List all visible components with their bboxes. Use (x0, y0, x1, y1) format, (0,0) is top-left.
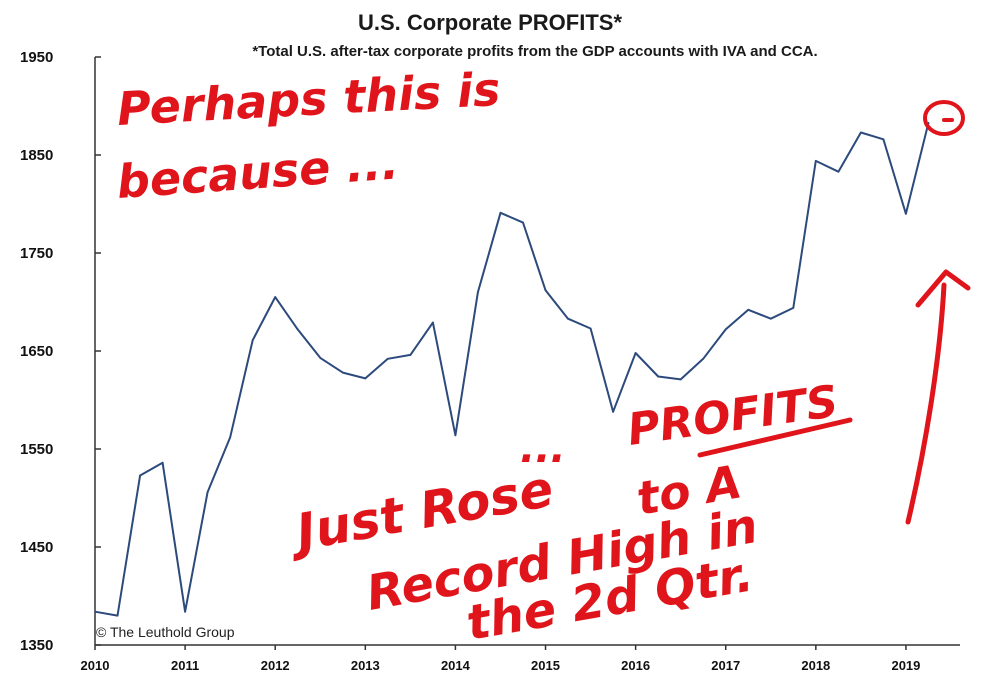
data-point (387, 358, 389, 360)
data-point (589, 327, 592, 330)
data-point (319, 357, 322, 359)
data-point (815, 160, 817, 162)
data-point (161, 461, 164, 464)
x-tick-label: 2017 (711, 658, 740, 673)
y-tick-label: 1750 (20, 245, 53, 262)
y-tick-label: 1850 (20, 147, 53, 164)
data-point (567, 317, 569, 320)
data-point (364, 377, 367, 380)
x-tick-label: 2013 (351, 658, 380, 673)
annotation-profits: PROFITS (624, 376, 841, 456)
data-point (702, 358, 704, 360)
y-tick-label: 1450 (20, 539, 53, 556)
y-tick-label: 1350 (20, 637, 53, 654)
data-point (409, 354, 412, 356)
x-axis-ticks: 2010 2011 2012 2013 2014 2015 2016 2017 2018 2019 (81, 645, 920, 673)
x-tick-label: 2011 (171, 658, 199, 673)
data-point (116, 614, 119, 617)
data-point (432, 321, 434, 324)
data-point (747, 309, 750, 311)
x-tick-label: 2016 (621, 658, 650, 673)
x-tick-label: 2012 (261, 658, 290, 673)
data-point (184, 610, 186, 613)
source-credit: © The Leuthold Group (96, 624, 235, 640)
annotation-dots: ... (520, 426, 566, 472)
data-point (679, 378, 682, 381)
data-point (274, 296, 277, 298)
data-point (724, 328, 727, 331)
x-tick-label: 2019 (891, 658, 920, 673)
data-point (454, 434, 457, 437)
x-tick-label: 2014 (441, 658, 471, 673)
series-group (94, 121, 930, 617)
data-point (477, 291, 479, 294)
data-point (905, 213, 907, 215)
handwritten-annotation: Perhaps this is because ... ... PROFITS … (115, 62, 971, 652)
data-point (770, 317, 772, 320)
annotation-arrow-head (915, 269, 971, 308)
x-tick-label: 2015 (531, 658, 560, 673)
x-tick-label: 2018 (801, 658, 830, 673)
data-point (499, 212, 502, 214)
data-point (634, 352, 637, 354)
annotation-circle (923, 100, 965, 136)
data-point (544, 289, 547, 292)
chart-subtitle: *Total U.S. after-tax corporate profits … (252, 43, 817, 60)
chart-title: U.S. Corporate PROFITS* (358, 10, 622, 35)
data-point (882, 138, 885, 141)
data-point (296, 328, 299, 331)
y-axis-ticks: 1350 1450 1550 1650 1750 1850 1950 (20, 49, 101, 654)
data-point (94, 610, 96, 613)
y-tick-label: 1650 (20, 343, 53, 360)
data-point (657, 375, 659, 378)
data-point (792, 307, 795, 309)
y-tick-label: 1550 (20, 441, 53, 458)
data-point (342, 371, 344, 374)
y-tick-label: 1950 (20, 49, 53, 66)
annotation-line2: because ... (115, 135, 400, 209)
data-point (522, 221, 524, 224)
data-point (837, 170, 840, 173)
annotation-line1: Perhaps this is (116, 62, 502, 136)
data-point (139, 474, 141, 477)
data-point (229, 436, 231, 439)
data-point (612, 411, 614, 413)
annotation-underline (697, 417, 853, 458)
annotation-arrow-shaft (905, 282, 947, 525)
data-point (860, 131, 862, 134)
series-line-0 (94, 122, 930, 617)
x-tick-label: 2010 (81, 658, 110, 673)
data-point (251, 339, 254, 342)
data-point (206, 491, 209, 493)
